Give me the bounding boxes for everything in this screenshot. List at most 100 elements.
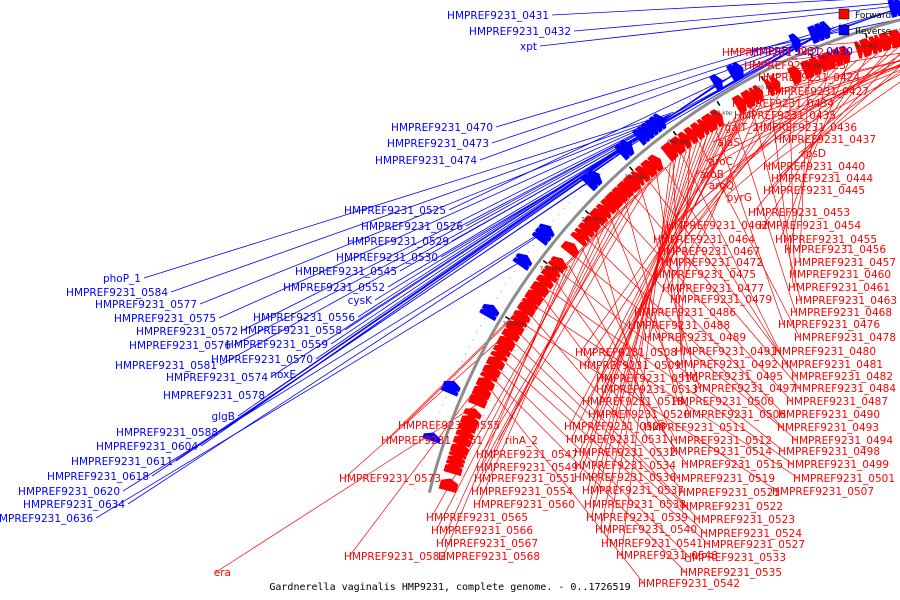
gene-label: HMPREF9231_0510 (596, 373, 698, 385)
label-connector (497, 177, 653, 441)
label-connector (491, 391, 644, 584)
gene-label: HMPREF9231_0545 (295, 266, 397, 278)
label-connector (749, 46, 900, 66)
label-connector (478, 230, 599, 505)
gene-label: HMPREF9231_0584 (66, 287, 168, 299)
gene-label: HMPREF9231_0512 (670, 435, 772, 447)
tick-mark (505, 316, 511, 320)
forward-gene-arrow (838, 45, 851, 65)
label-connector (715, 129, 784, 325)
gene-label: HMPREF9231_0604 (96, 441, 198, 453)
label-connector (571, 127, 719, 440)
gene-label: HMPREF9231_0540 (595, 524, 697, 536)
gene-label: HMPREF9231_0542 (638, 578, 740, 590)
forward-gene-arrow (600, 198, 617, 215)
label-connector (798, 81, 900, 154)
label-connector (602, 224, 784, 415)
gene-label: HMPREF9231_0509 (579, 360, 681, 372)
label-connector (218, 116, 668, 319)
gene-label: HMPREF9231_0453 (748, 207, 850, 219)
tick-mark (716, 100, 721, 106)
gene-label: HMPREF9231_0521 (678, 487, 780, 499)
reverse-gene-arrow (725, 64, 740, 83)
gene-label: HMPREF9231_0548 (616, 550, 718, 562)
label-connector (151, 175, 598, 477)
label-connector (215, 395, 491, 573)
reverse-gene-arrow (632, 129, 647, 146)
label-connector (436, 253, 579, 531)
label-connector (199, 115, 670, 305)
gene-label: HMPREF9231_0506 (684, 409, 786, 421)
label-connector (663, 66, 839, 252)
label-connector (575, 256, 797, 441)
gene-label: HMPREF9231_0541 (601, 538, 703, 550)
tick-label: 720 kbp (581, 217, 604, 223)
gene-label: HMPREF9231_0501 (793, 473, 895, 485)
legend-reverse-swatch (838, 24, 850, 36)
label-connector (587, 142, 698, 491)
label-connector (659, 83, 800, 275)
label-connector (593, 120, 730, 415)
forward-gene-arrow (799, 59, 815, 80)
tick-label: 620 kbp (801, 63, 824, 69)
gene-label: HMPREF9231_0508 (575, 347, 677, 359)
label-connector (632, 194, 800, 389)
gene-label: HMPREF9231_0578 (163, 390, 265, 402)
forward-gene-arrow (763, 78, 775, 97)
label-connector (581, 248, 676, 441)
gene-label: HMPREF9231_0511 (644, 422, 746, 434)
gene-label: HMPREF9231_0434 (732, 98, 834, 110)
gene-label: HMPREF9231_0568 (438, 551, 540, 563)
label-connector (233, 119, 664, 346)
gene-label: HMPREF9231_0536 (574, 472, 676, 484)
tick-mark (629, 166, 634, 172)
label-connector (681, 153, 780, 352)
label-connector (539, 5, 900, 47)
label-connector (640, 187, 700, 389)
forward-gene-arrow (471, 385, 492, 401)
gene-label: HMPREF9231_0527 (703, 539, 805, 551)
gene-label: pyrG (727, 192, 752, 204)
forward-gene-arrow (786, 65, 802, 86)
label-connector (579, 131, 714, 453)
label-connector (579, 138, 703, 478)
gene-label: glgB (212, 411, 235, 423)
gene-label: HMPREF9231_0534 (574, 460, 676, 472)
gene-label: HMPREF9231_0475 (654, 269, 756, 281)
forward-gene-arrow (731, 94, 747, 114)
label-connector (712, 66, 900, 143)
gene-label: HMPREF9231_0498 (778, 446, 880, 458)
genome-caption: Gardnerella vaginalis HMP9231, complete … (269, 582, 630, 593)
gene-label: HMPREF9231_0620 (18, 486, 120, 498)
forward-gene-arrow (878, 32, 892, 52)
gene-label: HMPREF9231_0422 (722, 47, 824, 59)
label-connector (772, 60, 900, 92)
reverse-gene-arrow (614, 143, 630, 161)
gene-label: rpsD (801, 148, 826, 160)
label-connector (751, 107, 801, 301)
gene-label: HMPREF9231_0477 (662, 283, 764, 295)
gene-label: HMPREF9231_0454 (759, 220, 861, 232)
forward-gene-arrow (495, 335, 516, 353)
forward-gene-arrow (696, 118, 710, 136)
gene-label: HMPREF9231_0470 (391, 122, 493, 134)
gene-label: HMPREF9231_0461 (788, 282, 890, 294)
gene-label: HMPREF9231_0551 (474, 473, 576, 485)
gene-label: HMPREF9231_0522 (681, 501, 783, 513)
legend-forward-label: Forward (855, 11, 891, 21)
forward-gene-arrow (481, 364, 501, 379)
gene-label: HMPREF9231_0538 (584, 499, 686, 511)
gene-label: HMPREF9231_0473 (387, 138, 489, 150)
gene-label: HMPREF9231_0467 (658, 246, 760, 258)
forward-gene-arrow (547, 260, 565, 274)
gene-label: HMPREF9231_0634 (23, 499, 125, 511)
forward-gene-arrow (647, 154, 664, 173)
gene-label: HMPREF9231_0490 (778, 409, 880, 421)
gene-label: HMPREF9231_0531 (566, 434, 668, 446)
gene-label: HMPREF9231_0472 (661, 257, 763, 269)
gene-label: HMPREF9231_0535 (680, 567, 782, 579)
gene-label: HMPREF9231_0437 (774, 134, 876, 146)
gene-label: HMPREF9231_0529 (347, 236, 449, 248)
gene-label: HMPREF9231_0468 (790, 307, 892, 319)
